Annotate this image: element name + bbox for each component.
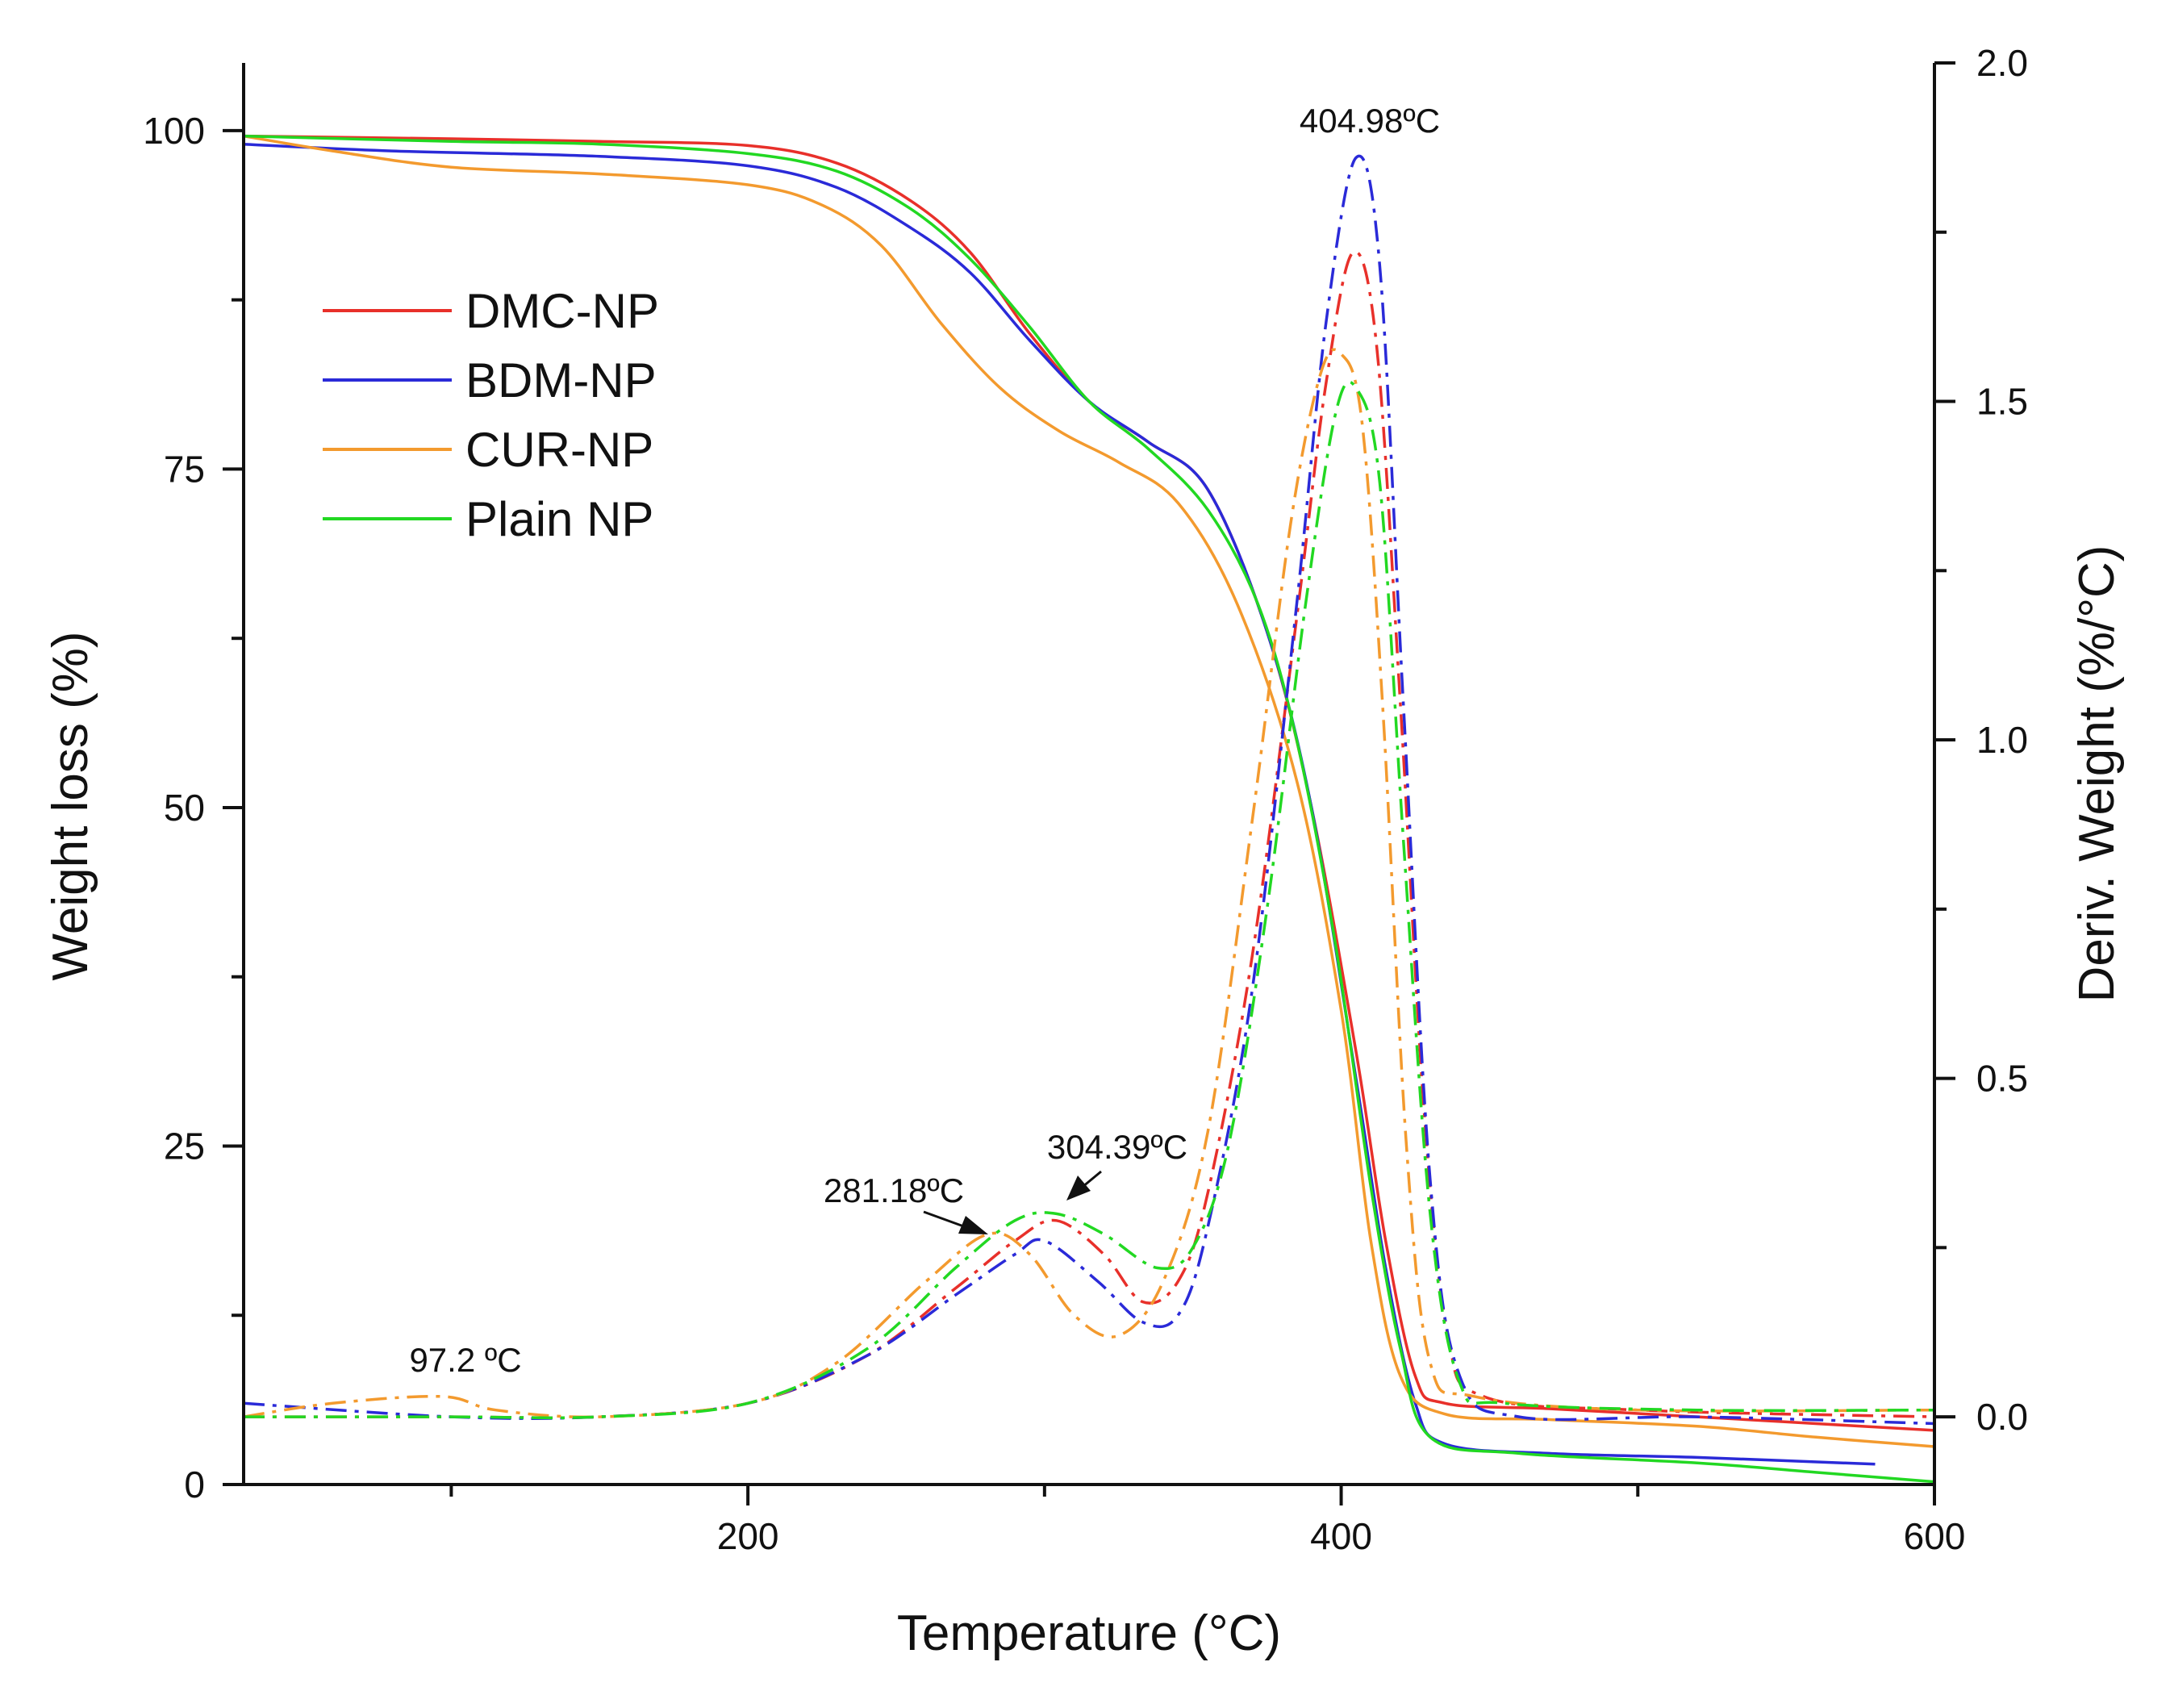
y-axis-title: Weight loss (%) xyxy=(43,632,98,981)
y2-tick-label: 2.0 xyxy=(1976,42,2028,84)
y-tick-label: 0 xyxy=(184,1464,205,1505)
annotation-arrow-304-line xyxy=(1082,1170,1102,1188)
annotations: 404.98ºC 304.39ºC 281.18ºC 97.2 ºC xyxy=(409,102,1440,1379)
legend-label-bdm-np: BDM-NP xyxy=(465,353,657,407)
y2-tick-label: 0.5 xyxy=(1976,1058,2028,1100)
x-tick-label: 200 xyxy=(717,1515,779,1557)
legend-label-plain-np: Plain NP xyxy=(465,492,653,546)
y-tick-label: 75 xyxy=(164,448,205,490)
ticks: 200 400 600 0 25 50 75 100 0.0 0.5 1.0 1.5 2.0 xyxy=(143,42,2028,1557)
annotation-arrow-281-line xyxy=(923,1210,969,1230)
series-cur-np-derivative xyxy=(243,348,1935,1419)
y2-tick-label: 1.0 xyxy=(1976,719,2028,761)
y-tick-label: 100 xyxy=(143,110,205,152)
legend-label-dmc-np: DMC-NP xyxy=(465,284,659,338)
series-bdm-np-derivative xyxy=(243,154,1935,1426)
series-bdm-np-weight xyxy=(243,142,1876,1466)
annotation-peak-97: 97.2 ºC xyxy=(409,1341,521,1379)
annotation-peak-304: 304.39ºC xyxy=(1047,1128,1187,1166)
x-axis-title: Temperature (°C) xyxy=(897,1606,1281,1661)
x-tick-label: 600 xyxy=(1904,1515,1966,1557)
y-tick-label: 25 xyxy=(164,1125,205,1167)
x-tick-label: 400 xyxy=(1310,1515,1372,1557)
annotation-arrow-304-head xyxy=(1066,1176,1091,1201)
series-cur-np-weight xyxy=(243,134,1935,1448)
series-plain-np-weight xyxy=(243,134,1935,1484)
y2-axis-title: Deriv. Weight (%/°C) xyxy=(2069,545,2125,1003)
annotation-arrow-281-head xyxy=(958,1216,988,1234)
axes xyxy=(242,63,1936,1486)
legend-label-cur-np: CUR-NP xyxy=(465,423,653,477)
annotation-peak-404: 404.98ºC xyxy=(1300,102,1440,140)
y2-tick-label: 0.0 xyxy=(1976,1396,2028,1438)
series-plain-np-derivative xyxy=(244,380,1935,1420)
plot-lines xyxy=(243,134,1935,1484)
y2-tick-label: 1.5 xyxy=(1976,381,2028,423)
legend: DMC-NP BDM-NP CUR-NP Plain NP xyxy=(323,284,659,546)
y-tick-label: 50 xyxy=(164,787,205,829)
annotation-peak-281: 281.18ºC xyxy=(824,1171,964,1209)
